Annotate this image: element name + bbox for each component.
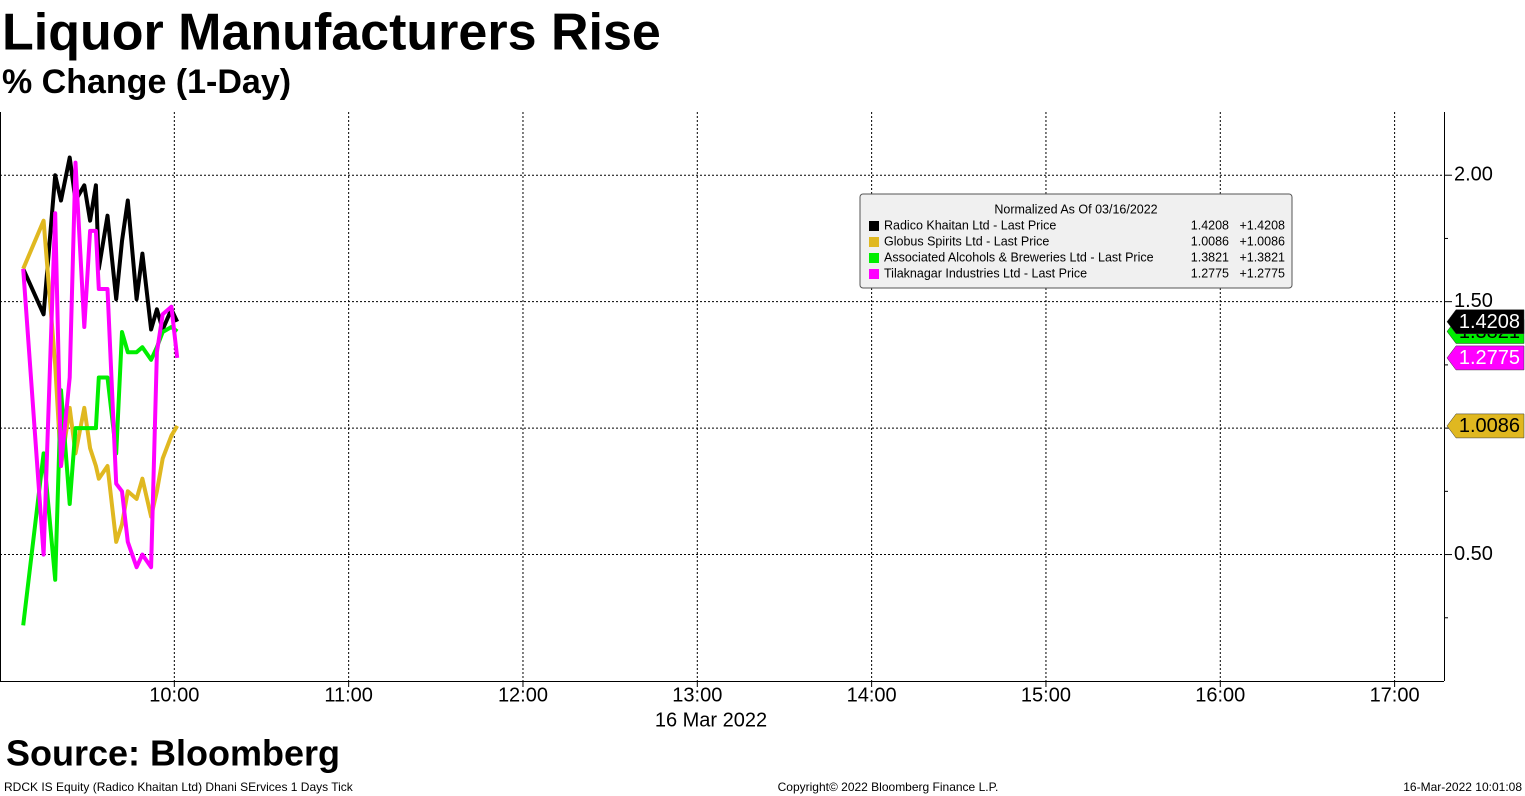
legend-change: +1.4208 bbox=[1239, 218, 1285, 232]
legend-label: Radico Khaitan Ltd - Last Price bbox=[884, 218, 1056, 232]
legend-last: 1.0086 bbox=[1191, 234, 1229, 248]
last-value-tag: 1.4208 bbox=[1446, 309, 1525, 334]
chart-title: Liquor Manufacturers Rise bbox=[2, 4, 661, 62]
legend-change: +1.2775 bbox=[1239, 266, 1285, 280]
legend-last: 1.4208 bbox=[1191, 218, 1229, 232]
series-line bbox=[21, 155, 180, 332]
legend-change: +1.0086 bbox=[1239, 234, 1285, 248]
legend-last: 1.2775 bbox=[1191, 266, 1229, 280]
x-tick-label: 10:00 bbox=[149, 684, 199, 706]
last-value-tag-label: 1.4208 bbox=[1459, 311, 1520, 333]
last-value-tag: 1.0086 bbox=[1446, 413, 1525, 439]
x-tick-label: 16:00 bbox=[1195, 684, 1245, 706]
legend-swatch bbox=[869, 253, 879, 263]
chart-subtitle: % Change (1-Day) bbox=[2, 63, 291, 101]
x-tick-label: 15:00 bbox=[1021, 684, 1071, 706]
legend-swatch bbox=[869, 237, 879, 247]
legend-change: +1.3821 bbox=[1239, 250, 1285, 264]
source: Source: Bloomberg bbox=[6, 733, 340, 774]
y-tick-label: 0.50 bbox=[1454, 543, 1493, 565]
last-value-tag-label: 1.2775 bbox=[1459, 347, 1520, 369]
x-tick-label: 14:00 bbox=[847, 684, 897, 706]
x-tick-label: 17:00 bbox=[1370, 684, 1420, 706]
footer-left: RDCK IS Equity (Radico Khaitan Ltd) Dhan… bbox=[4, 780, 354, 794]
footer-right: 16-Mar-2022 10:01:08 bbox=[1403, 780, 1522, 794]
legend-label: Globus Spirits Ltd - Last Price bbox=[884, 234, 1049, 248]
series-line bbox=[21, 160, 180, 570]
footer-center: Copyright© 2022 Bloomberg Finance L.P. bbox=[778, 780, 999, 794]
legend-swatch bbox=[869, 221, 879, 231]
last-value-tag-label: 1.0086 bbox=[1459, 415, 1520, 437]
x-tick-label: 12:00 bbox=[498, 684, 548, 706]
x-axis-label: 16 Mar 2022 bbox=[655, 709, 767, 731]
legend-swatch bbox=[869, 269, 879, 279]
x-tick-label: 13:00 bbox=[672, 684, 722, 706]
legend-label: Tilaknagar Industries Ltd - Last Price bbox=[884, 266, 1087, 280]
last-value-tag: 1.2775 bbox=[1446, 345, 1525, 371]
x-tick-label: 11:00 bbox=[324, 684, 373, 706]
last-value-tag-shape bbox=[1446, 345, 1525, 371]
y-tick-label: 1.50 bbox=[1454, 290, 1493, 312]
legend-title: Normalized As Of 03/16/2022 bbox=[994, 202, 1157, 216]
last-value-tag-shape bbox=[1446, 413, 1525, 439]
legend-box bbox=[859, 193, 1293, 289]
legend-label: Associated Alcohols & Breweries Ltd - La… bbox=[884, 250, 1154, 264]
last-value-tag-shape bbox=[1446, 309, 1525, 334]
y-tick-label: 2.00 bbox=[1454, 164, 1493, 186]
legend-last: 1.3821 bbox=[1191, 250, 1229, 264]
